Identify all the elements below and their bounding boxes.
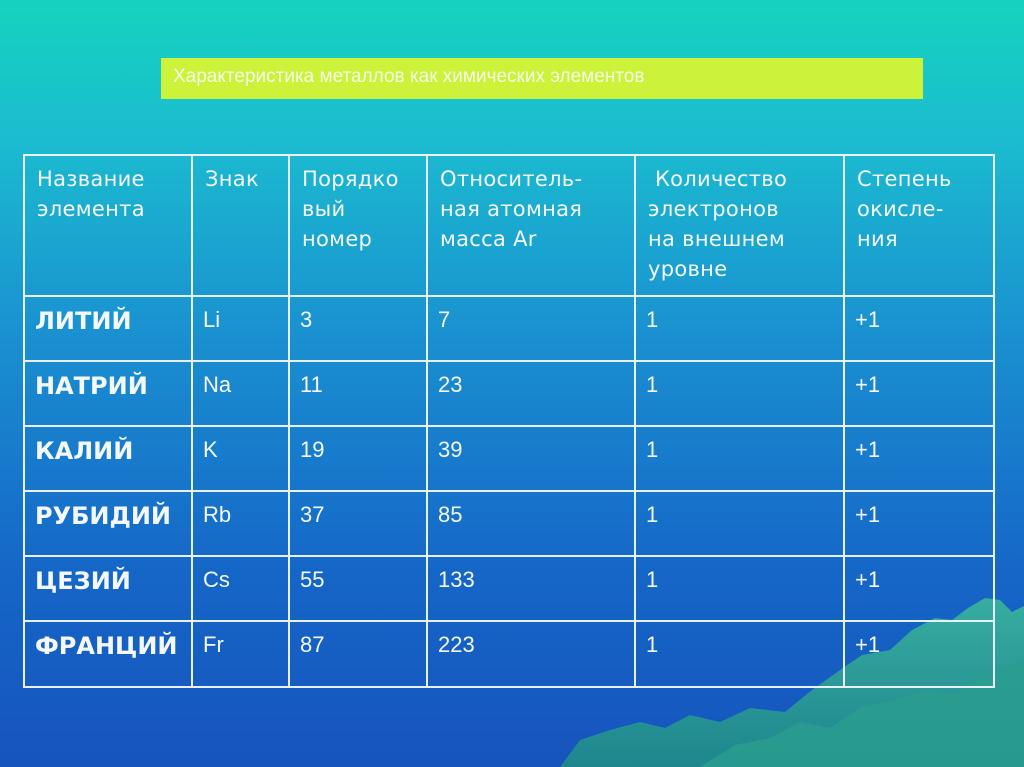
page-title: Характеристика металлов как химических э… (173, 66, 645, 87)
header-symbol: Знак (191, 154, 290, 297)
table-row: ЦЕЗИЙ Cs 55 133 1 +1 (23, 555, 995, 622)
element-symbol-cell: Cs (191, 555, 290, 622)
header-atomic-number: Порядко вый номер (288, 154, 428, 297)
header-name: Название элемента (23, 154, 193, 297)
atomic-number-cell: 3 (288, 295, 428, 362)
header-line: Степень (857, 167, 952, 191)
atomic-mass-cell: 223 (426, 620, 636, 688)
valence-electrons-cell: 1 (634, 490, 845, 557)
table-header-row: Название элемента Знак Порядко вый номер Относ… (23, 154, 995, 297)
header-oxidation-state: Степень окисле-ния (843, 154, 995, 297)
header-line: Количество (648, 167, 788, 191)
oxidation-state-cell: +1 (843, 360, 995, 427)
table-row: НАТРИЙ Na 11 23 1 +1 (23, 360, 995, 427)
hill-shape-front (700, 660, 1024, 767)
atomic-number-cell: 19 (288, 425, 428, 492)
header-line: на внешнем (648, 227, 786, 251)
valence-electrons-cell: 1 (634, 295, 845, 362)
element-symbol-cell: Li (191, 295, 290, 362)
table-row: КАЛИЙ K 19 39 1 +1 (23, 425, 995, 492)
title-bar: Характеристика металлов как химических э… (161, 58, 923, 99)
header-line: масса Ar (440, 227, 537, 251)
element-name-cell: ЦЕЗИЙ (23, 555, 193, 622)
oxidation-state-cell: +1 (843, 490, 995, 557)
element-symbol-cell: Rb (191, 490, 290, 557)
atomic-number-cell: 11 (288, 360, 428, 427)
header-line: элемента (37, 197, 145, 221)
header-line: окисле- (857, 197, 944, 221)
oxidation-state-cell: +1 (843, 620, 995, 688)
metals-table: Название элемента Знак Порядко вый номер Относ… (23, 154, 995, 688)
valence-electrons-cell: 1 (634, 360, 845, 427)
atomic-mass-cell: 7 (426, 295, 636, 362)
atomic-number-cell: 37 (288, 490, 428, 557)
element-symbol-cell: Fr (191, 620, 290, 688)
oxidation-state-cell: +1 (843, 295, 995, 362)
header-line: уровне (648, 257, 728, 281)
table-body: Название элемента Знак Порядко вый номер Относ… (23, 154, 995, 688)
header-line: электронов (648, 197, 779, 221)
element-symbol-cell: K (191, 425, 290, 492)
table-row: ЛИТИЙ Li 3 7 1 +1 (23, 295, 995, 362)
atomic-number-cell: 87 (288, 620, 428, 688)
header-line: вый (302, 197, 346, 221)
header-valence-electrons: Количество электронов на внешнем уровне (634, 154, 845, 297)
table-row: РУБИДИЙ Rb 37 85 1 +1 (23, 490, 995, 557)
header-atomic-mass: Относитель-ная атомная масса Ar (426, 154, 636, 297)
atomic-mass-cell: 133 (426, 555, 636, 622)
atomic-mass-cell: 23 (426, 360, 636, 427)
header-line: ния (857, 227, 898, 251)
header-line: номер (302, 227, 373, 251)
atomic-mass-cell: 85 (426, 490, 636, 557)
oxidation-state-cell: +1 (843, 555, 995, 622)
element-name-cell: РУБИДИЙ (23, 490, 193, 557)
element-name-cell: ЛИТИЙ (23, 295, 193, 362)
oxidation-state-cell: +1 (843, 425, 995, 492)
atomic-mass-cell: 39 (426, 425, 636, 492)
header-line: Знак (205, 167, 259, 191)
valence-electrons-cell: 1 (634, 425, 845, 492)
header-line: Название (37, 167, 145, 191)
header-line: ная атомная (440, 197, 583, 221)
valence-electrons-cell: 1 (634, 620, 845, 688)
header-line: Относитель- (440, 167, 583, 191)
element-symbol-cell: Na (191, 360, 290, 427)
element-name-cell: НАТРИЙ (23, 360, 193, 427)
header-line: Порядко (302, 167, 399, 191)
element-name-cell: КАЛИЙ (23, 425, 193, 492)
element-name-cell: ФРАНЦИЙ (23, 620, 193, 688)
valence-electrons-cell: 1 (634, 555, 845, 622)
atomic-number-cell: 55 (288, 555, 428, 622)
table-row: ФРАНЦИЙ Fr 87 223 1 +1 (23, 620, 995, 688)
